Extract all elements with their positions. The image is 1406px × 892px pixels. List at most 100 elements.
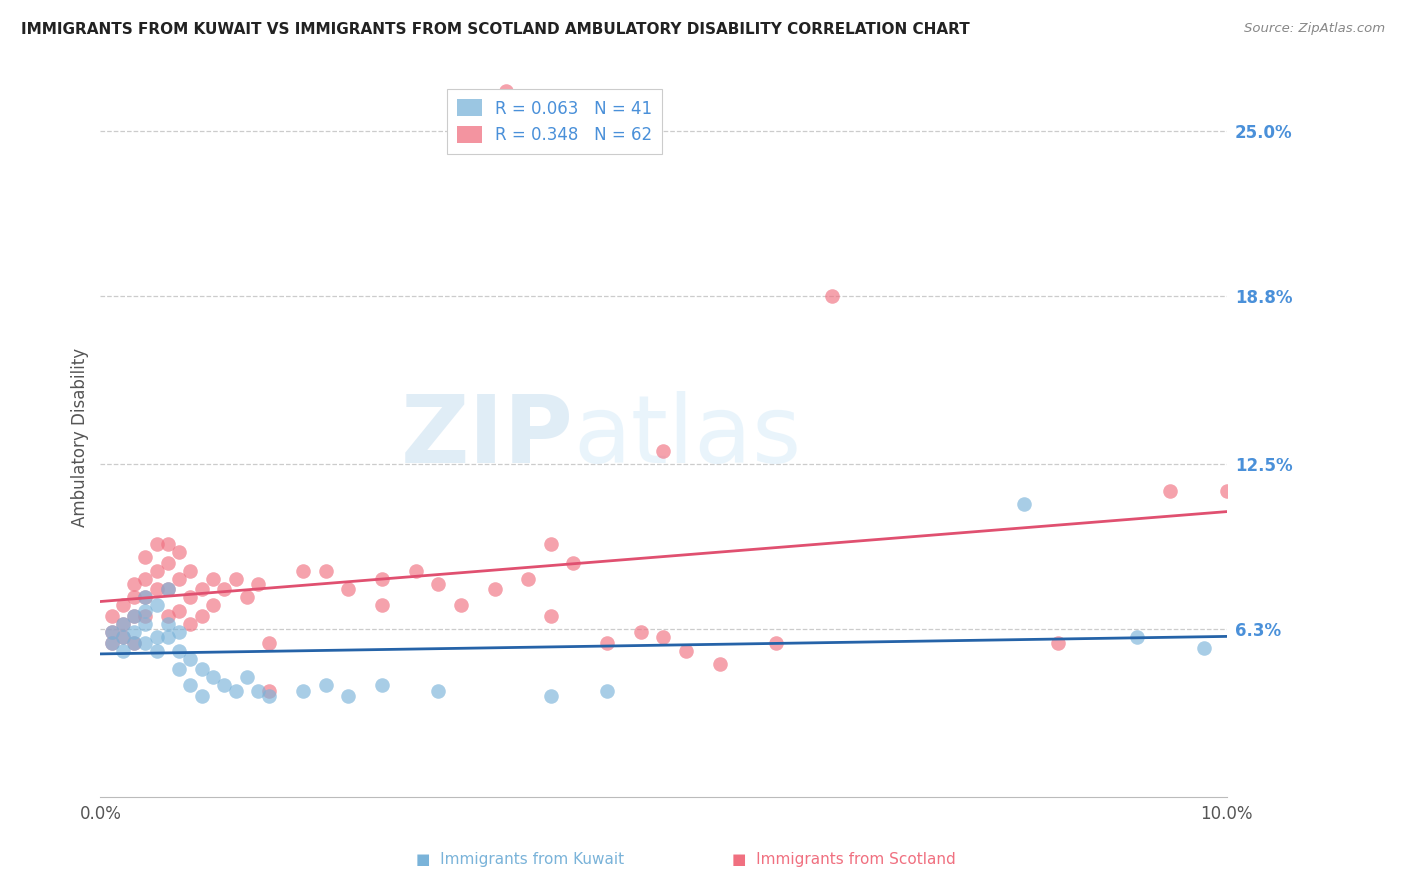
Point (179, 591, 201, 605)
Point (562, 556, 585, 570)
Point (167, 624, 190, 639)
Point (179, 651, 201, 665)
Point (821, 289, 844, 303)
Point (145, 643, 167, 657)
Point (1159, 483, 1181, 498)
Point (145, 599, 167, 613)
Point (450, 599, 472, 613)
Point (259, 683, 281, 698)
Point (540, 608, 562, 623)
Point (427, 577, 450, 591)
Point (540, 537, 562, 551)
Point (201, 599, 224, 613)
Point (224, 572, 246, 586)
Point (145, 537, 167, 551)
Point (167, 643, 190, 657)
Point (259, 689, 281, 703)
Point (156, 616, 179, 631)
Point (371, 599, 394, 613)
Point (134, 572, 156, 586)
Point (111, 630, 134, 644)
Point (145, 630, 167, 644)
Point (156, 630, 179, 644)
Legend: R = 0.063   N = 41, R = 0.348   N = 62: R = 0.063 N = 41, R = 0.348 N = 62 (447, 89, 662, 154)
Point (122, 608, 145, 623)
Point (111, 616, 134, 631)
Point (517, 572, 540, 586)
Point (315, 564, 337, 578)
Point (134, 591, 156, 605)
Point (122, 635, 145, 649)
Point (190, 582, 212, 597)
Text: atlas: atlas (574, 392, 801, 483)
Point (134, 550, 156, 565)
Point (100, 624, 122, 639)
Point (122, 635, 145, 649)
Text: ■  Immigrants from Scotland: ■ Immigrants from Scotland (731, 852, 956, 867)
Point (212, 678, 235, 692)
Point (1046, 635, 1069, 649)
Point (122, 591, 145, 605)
Point (224, 683, 246, 698)
Point (111, 616, 134, 631)
Point (134, 608, 156, 623)
Point (337, 689, 360, 703)
Point (167, 662, 190, 676)
Point (765, 635, 787, 649)
Point (100, 624, 122, 639)
Point (337, 582, 360, 597)
Point (179, 564, 201, 578)
Point (315, 678, 337, 692)
Point (167, 572, 190, 586)
Text: Source: ZipAtlas.com: Source: ZipAtlas.com (1244, 22, 1385, 36)
Point (371, 572, 394, 586)
Point (100, 608, 122, 623)
Point (100, 635, 122, 649)
Point (190, 689, 212, 703)
Point (212, 582, 235, 597)
Point (371, 678, 394, 692)
Point (495, 84, 517, 98)
Point (156, 582, 179, 597)
Point (100, 635, 122, 649)
Point (134, 616, 156, 631)
Point (111, 643, 134, 657)
Point (630, 624, 652, 639)
Point (134, 591, 156, 605)
Point (179, 616, 201, 631)
Point (1012, 497, 1035, 511)
Point (134, 635, 156, 649)
Point (292, 564, 315, 578)
Point (179, 678, 201, 692)
Point (122, 577, 145, 591)
Point (427, 683, 450, 698)
Text: ■  Immigrants from Kuwait: ■ Immigrants from Kuwait (416, 852, 624, 867)
Point (190, 608, 212, 623)
Point (201, 572, 224, 586)
Point (405, 564, 427, 578)
Point (540, 689, 562, 703)
Point (190, 662, 212, 676)
Point (167, 545, 190, 559)
Point (596, 635, 619, 649)
Point (709, 657, 731, 671)
Point (122, 624, 145, 639)
Text: IMMIGRANTS FROM KUWAIT VS IMMIGRANTS FROM SCOTLAND AMBULATORY DISABILITY CORRELA: IMMIGRANTS FROM KUWAIT VS IMMIGRANTS FRO… (21, 22, 970, 37)
Point (156, 556, 179, 570)
Point (145, 564, 167, 578)
Point (247, 577, 270, 591)
Point (652, 443, 675, 458)
Point (111, 599, 134, 613)
Point (1192, 640, 1215, 655)
Point (675, 643, 697, 657)
Point (201, 670, 224, 684)
Point (652, 630, 675, 644)
Point (167, 603, 190, 617)
Point (156, 582, 179, 597)
Point (156, 608, 179, 623)
Text: ZIP: ZIP (401, 392, 574, 483)
Point (247, 683, 270, 698)
Point (236, 670, 259, 684)
Point (111, 630, 134, 644)
Point (122, 608, 145, 623)
